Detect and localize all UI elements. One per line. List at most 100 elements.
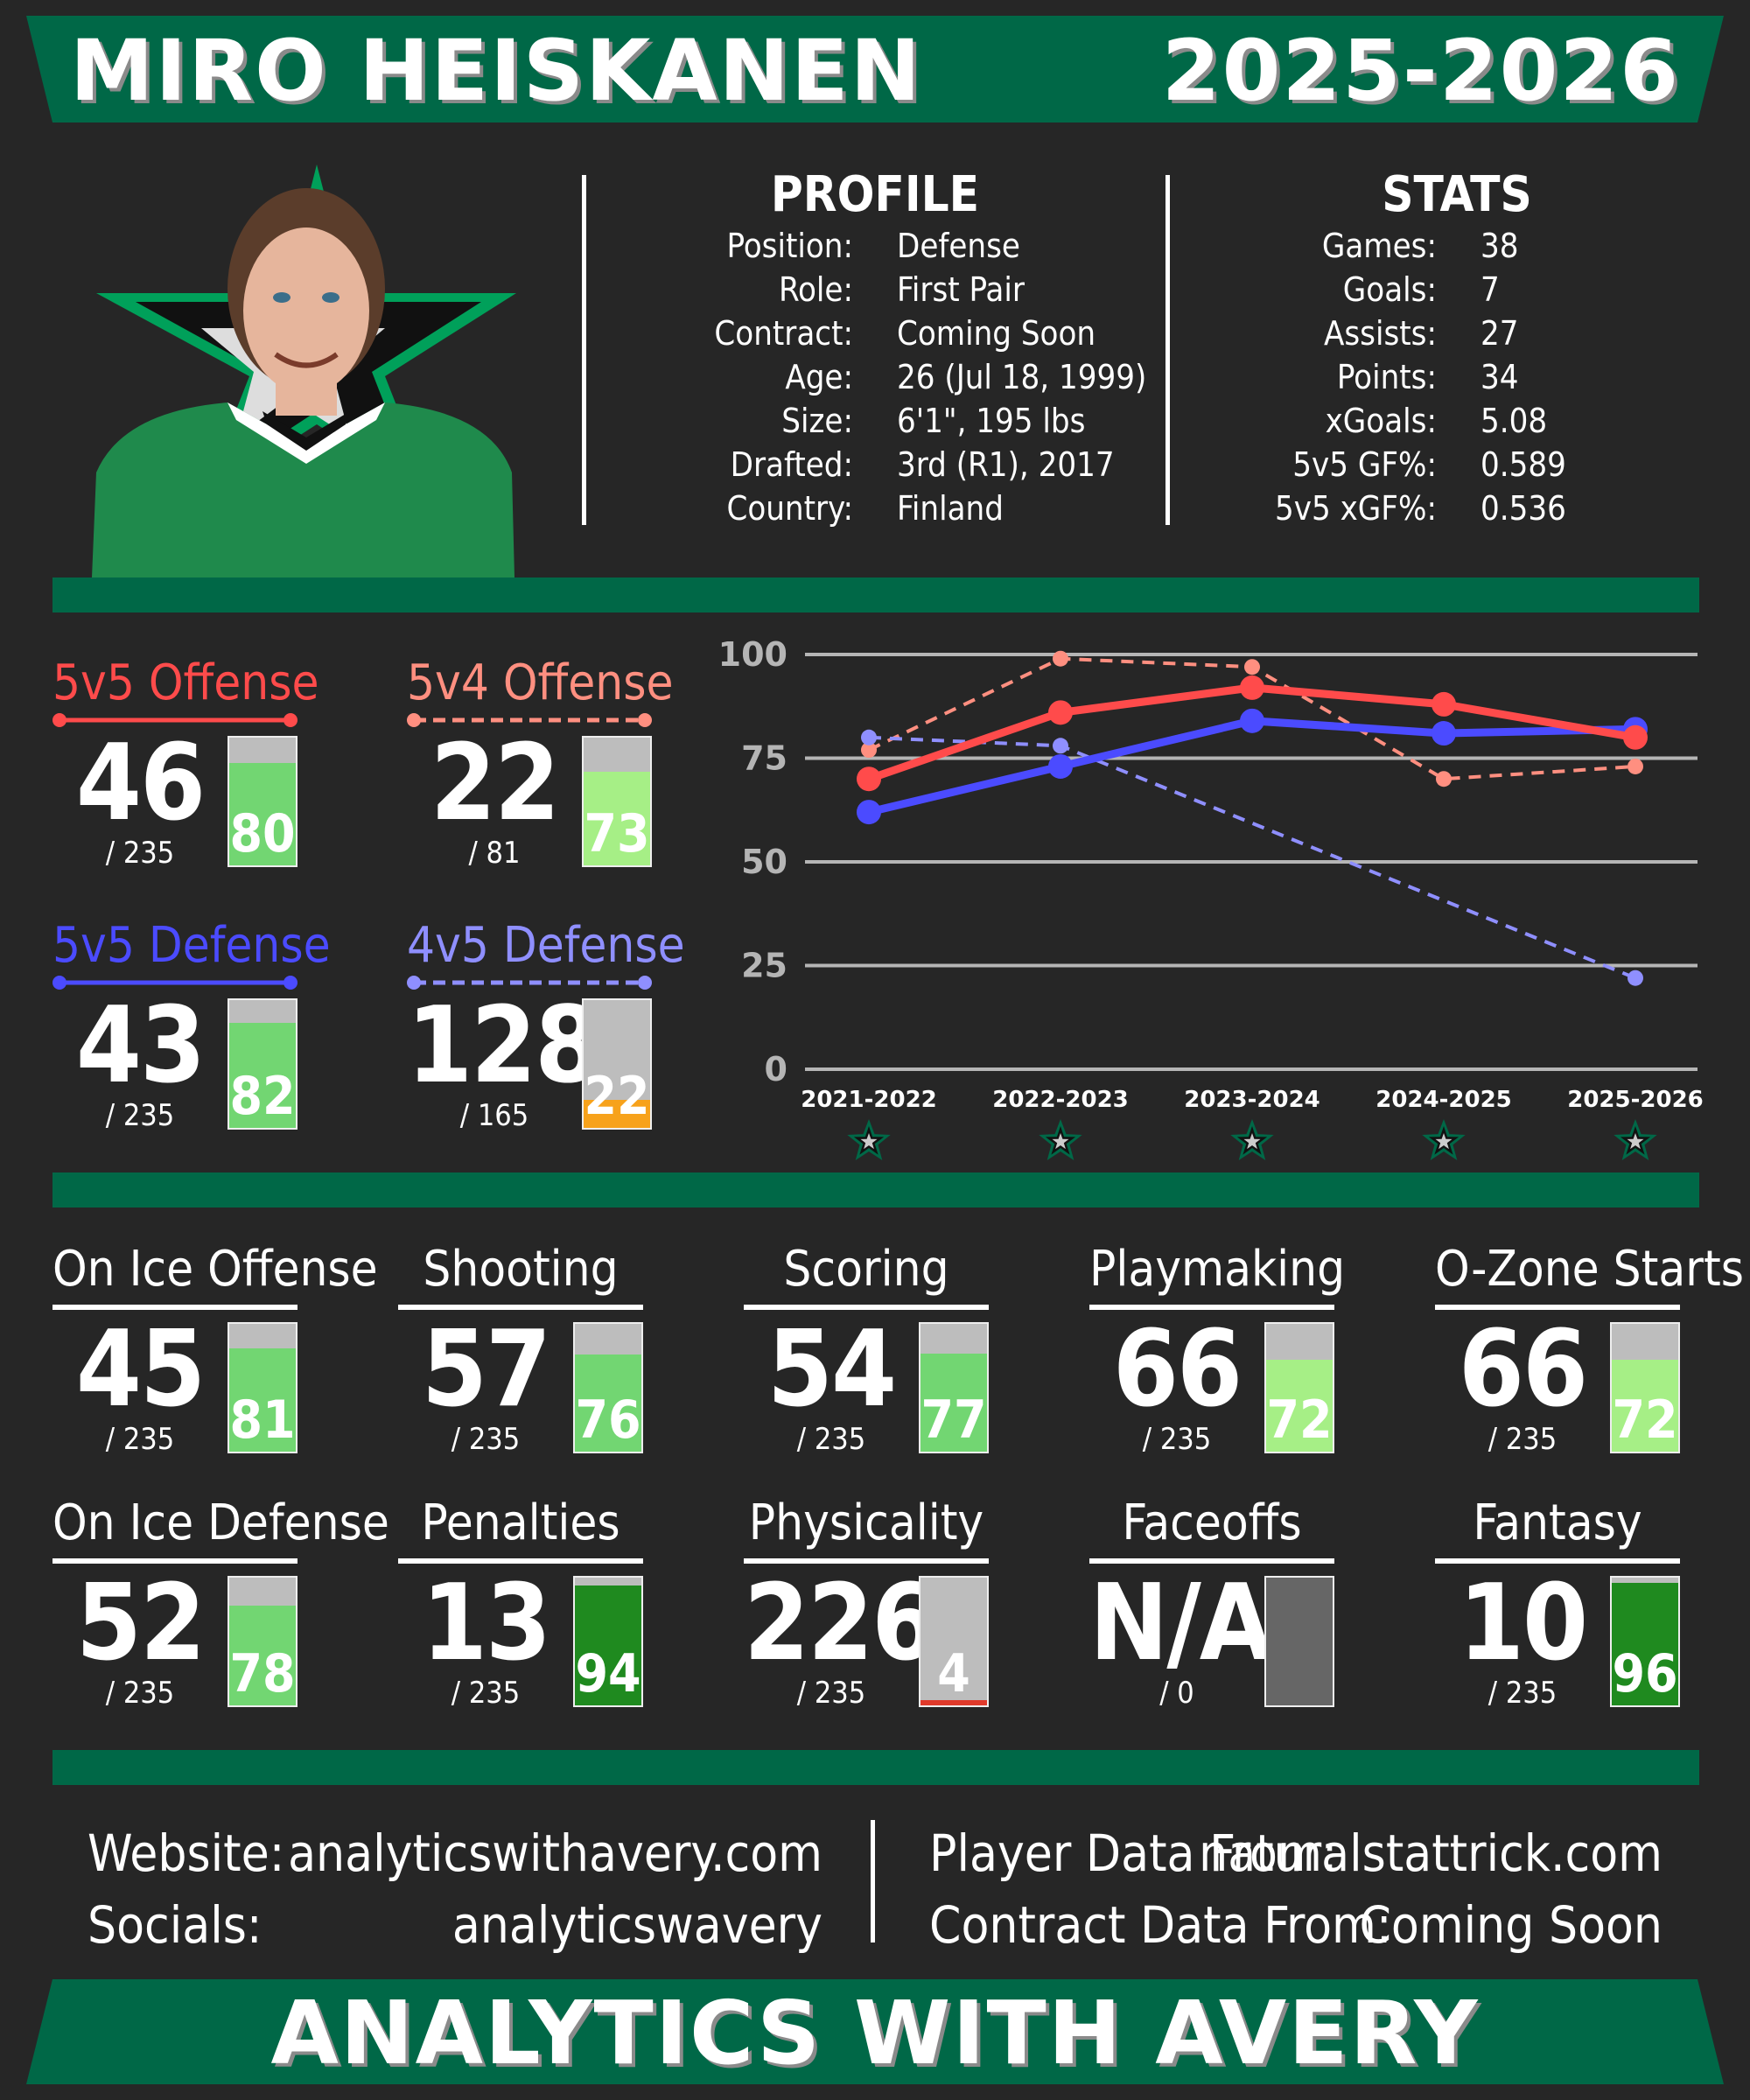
- percentile-value: 96: [1612, 1643, 1678, 1704]
- data-point: [1623, 724, 1648, 750]
- x-tick-label: 2022-2023: [992, 1087, 1129, 1113]
- stat-block: 5v5 Defense 43/ 235 82: [52, 914, 331, 1177]
- stat-total: / 235: [105, 1422, 175, 1457]
- stats-value: 38: [1480, 227, 1519, 265]
- data-point: [857, 800, 881, 825]
- stats-label: xGoals:: [1325, 402, 1437, 440]
- percentile-bar: 73: [582, 736, 652, 867]
- percentile-bar: 72: [1264, 1322, 1334, 1453]
- player-name: MIRO HEISKANEN: [70, 22, 922, 120]
- legend-line: [407, 976, 652, 990]
- stat-block: 5v5 Offense 46/ 235 80: [52, 652, 318, 914]
- percentile-bar: 77: [919, 1322, 989, 1453]
- profile-value: Coming Soon: [897, 314, 1096, 353]
- percentile-fill: [920, 1700, 987, 1705]
- title-underline: [1435, 1305, 1680, 1310]
- stat-rank: 10: [1458, 1563, 1588, 1684]
- data-point: [1436, 771, 1452, 788]
- profile-value: First Pair: [897, 270, 1025, 309]
- profile-value: Finland: [897, 489, 1004, 528]
- stats-label: Games:: [1321, 227, 1437, 265]
- team-logo-star-icon: [92, 164, 516, 578]
- percentile-fill: [575, 1585, 641, 1705]
- data-point: [1244, 659, 1260, 676]
- stat-rank: 13: [421, 1563, 551, 1684]
- profile-label: Drafted:: [730, 445, 853, 484]
- profile-value: Defense: [897, 227, 1020, 265]
- stat-rank: 66: [1458, 1309, 1588, 1431]
- percentile-fill: [229, 1348, 296, 1452]
- stat-total: / 235: [451, 1676, 521, 1711]
- contract-data-label: Contract Data From:: [929, 1895, 1392, 1955]
- percentile-fill: [1612, 1582, 1678, 1705]
- percentile-value: 22: [584, 1066, 650, 1127]
- percentile-value: 4: [937, 1643, 970, 1704]
- y-tick-label: 100: [718, 635, 788, 674]
- team-logo-icon: [1039, 1119, 1082, 1160]
- stat-title: Playmaking: [1089, 1241, 1346, 1298]
- season-label: 2025-2026: [1161, 22, 1680, 120]
- player-data-label: Player Data From:: [929, 1824, 1338, 1883]
- title-underline: [744, 1305, 989, 1310]
- stat-rank: 43: [75, 985, 206, 1107]
- title-underline: [398, 1305, 643, 1310]
- stat-title: Shooting: [423, 1241, 619, 1298]
- stat-block: Penalties 13/ 235 94: [398, 1492, 643, 1754]
- percentile-value: 82: [229, 1066, 296, 1127]
- team-logo-icon: [847, 1119, 891, 1160]
- stat-title: On Ice Offense: [52, 1241, 378, 1298]
- title-underline: [52, 1558, 298, 1564]
- stat-total: / 235: [1142, 1422, 1212, 1457]
- x-tick-label: 2025-2026: [1567, 1087, 1704, 1113]
- section-divider: [52, 1750, 1699, 1785]
- contract-data-value: Coming Soon: [1359, 1895, 1662, 1955]
- legend-line: [52, 713, 298, 727]
- website-value[interactable]: analyticswithavery.com: [288, 1824, 822, 1883]
- stats-value: 0.536: [1480, 489, 1566, 528]
- section-divider: [52, 1172, 1699, 1208]
- percentile-fill: [584, 772, 650, 865]
- stat-title: Faceoffs: [1122, 1494, 1302, 1551]
- stat-title: 5v4 Offense: [407, 654, 674, 711]
- stat-block: Shooting 57/ 235 76: [398, 1238, 643, 1501]
- stat-rank: 226: [744, 1563, 937, 1684]
- percentile-bar: 22: [582, 998, 652, 1130]
- data-point: [1628, 970, 1643, 986]
- stats-value: 27: [1480, 314, 1519, 353]
- profile-label: Role:: [778, 270, 853, 309]
- title-underline: [398, 1558, 643, 1564]
- socials-value[interactable]: analyticswavery: [452, 1895, 822, 1955]
- stat-total: / 235: [796, 1422, 866, 1457]
- stat-rank: 66: [1112, 1309, 1242, 1431]
- stat-total: / 81: [468, 836, 521, 871]
- website-label: Website:: [88, 1824, 285, 1883]
- stats-label: Goals:: [1342, 270, 1437, 309]
- stats-value: 7: [1480, 270, 1500, 309]
- player-data-value[interactable]: naturalstattrick.com: [1199, 1824, 1662, 1883]
- stat-title: 5v5 Defense: [52, 917, 331, 974]
- stat-rank: 52: [75, 1563, 206, 1684]
- separator-line: [1166, 175, 1170, 525]
- profile-value: 26 (Jul 18, 1999): [897, 358, 1147, 396]
- x-tick-label: 2024-2025: [1376, 1087, 1512, 1113]
- stat-title: Penalties: [421, 1494, 620, 1551]
- stat-total: / 235: [105, 836, 175, 871]
- profile-label: Size:: [781, 402, 853, 440]
- data-point: [1628, 758, 1643, 774]
- stat-title: 4v5 Defense: [407, 917, 685, 974]
- team-logo-icon: [1230, 1119, 1274, 1160]
- stat-total: / 235: [105, 1676, 175, 1711]
- footer-banner: [26, 1979, 1724, 2084]
- data-point: [861, 742, 877, 759]
- percentile-fill: [1612, 1359, 1678, 1452]
- stat-rank: 128: [407, 985, 600, 1107]
- stat-title: Scoring: [783, 1241, 949, 1298]
- socials-label: Socials:: [88, 1895, 262, 1955]
- percentile-fill: [584, 1099, 650, 1128]
- percentile-fill: [229, 763, 296, 865]
- percentile-bar: [1264, 1576, 1334, 1707]
- stats-label: 5v5 xGF%:: [1275, 489, 1437, 528]
- percentile-value: 80: [229, 803, 296, 864]
- stat-rank: 54: [766, 1309, 897, 1431]
- stat-title: On Ice Defense: [52, 1494, 389, 1551]
